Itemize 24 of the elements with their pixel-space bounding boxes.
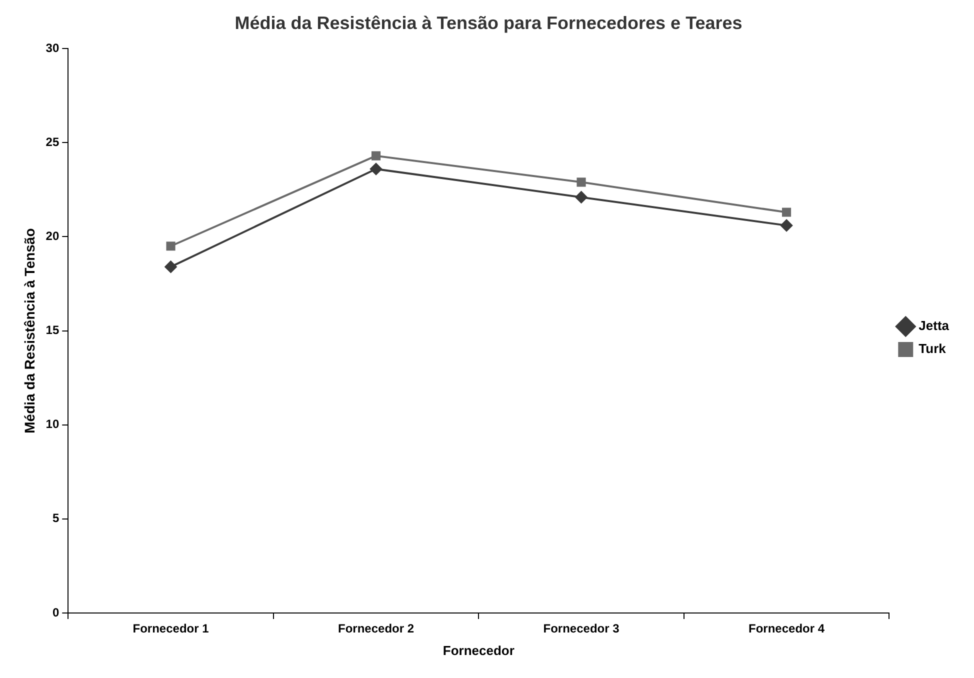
y-tick-label: 10 — [46, 417, 60, 432]
y-tick-label: 15 — [46, 323, 60, 338]
point — [780, 219, 793, 232]
y-tick-label: 20 — [46, 229, 60, 244]
x-tick-label: Fornecedor 3 — [543, 622, 620, 636]
point — [164, 260, 177, 273]
y-axis-title: Média da Resistência à Tensão — [21, 228, 38, 434]
point — [166, 242, 176, 251]
x-tick-label: Fornecedor 2 — [338, 622, 414, 636]
chart-title: Média da Resistência à Tensão para Fornecedores e Teares — [234, 12, 742, 33]
point — [782, 208, 792, 217]
y-tick-label: 0 — [52, 605, 60, 620]
point — [576, 178, 586, 187]
legend-label: Turk — [918, 341, 947, 356]
point — [371, 151, 381, 160]
y-tick-label: 25 — [46, 134, 60, 149]
point — [575, 191, 588, 204]
x-axis-title: Fornecedor — [442, 642, 514, 658]
legend-label: Jetta — [918, 318, 950, 334]
x-tick-label: Fornecedor 1 — [132, 622, 210, 636]
point — [370, 163, 382, 176]
x-tick-label: Fornecedor 4 — [748, 622, 825, 636]
y-tick-label: 30 — [46, 40, 60, 55]
y-tick-label: 5 — [52, 511, 60, 526]
